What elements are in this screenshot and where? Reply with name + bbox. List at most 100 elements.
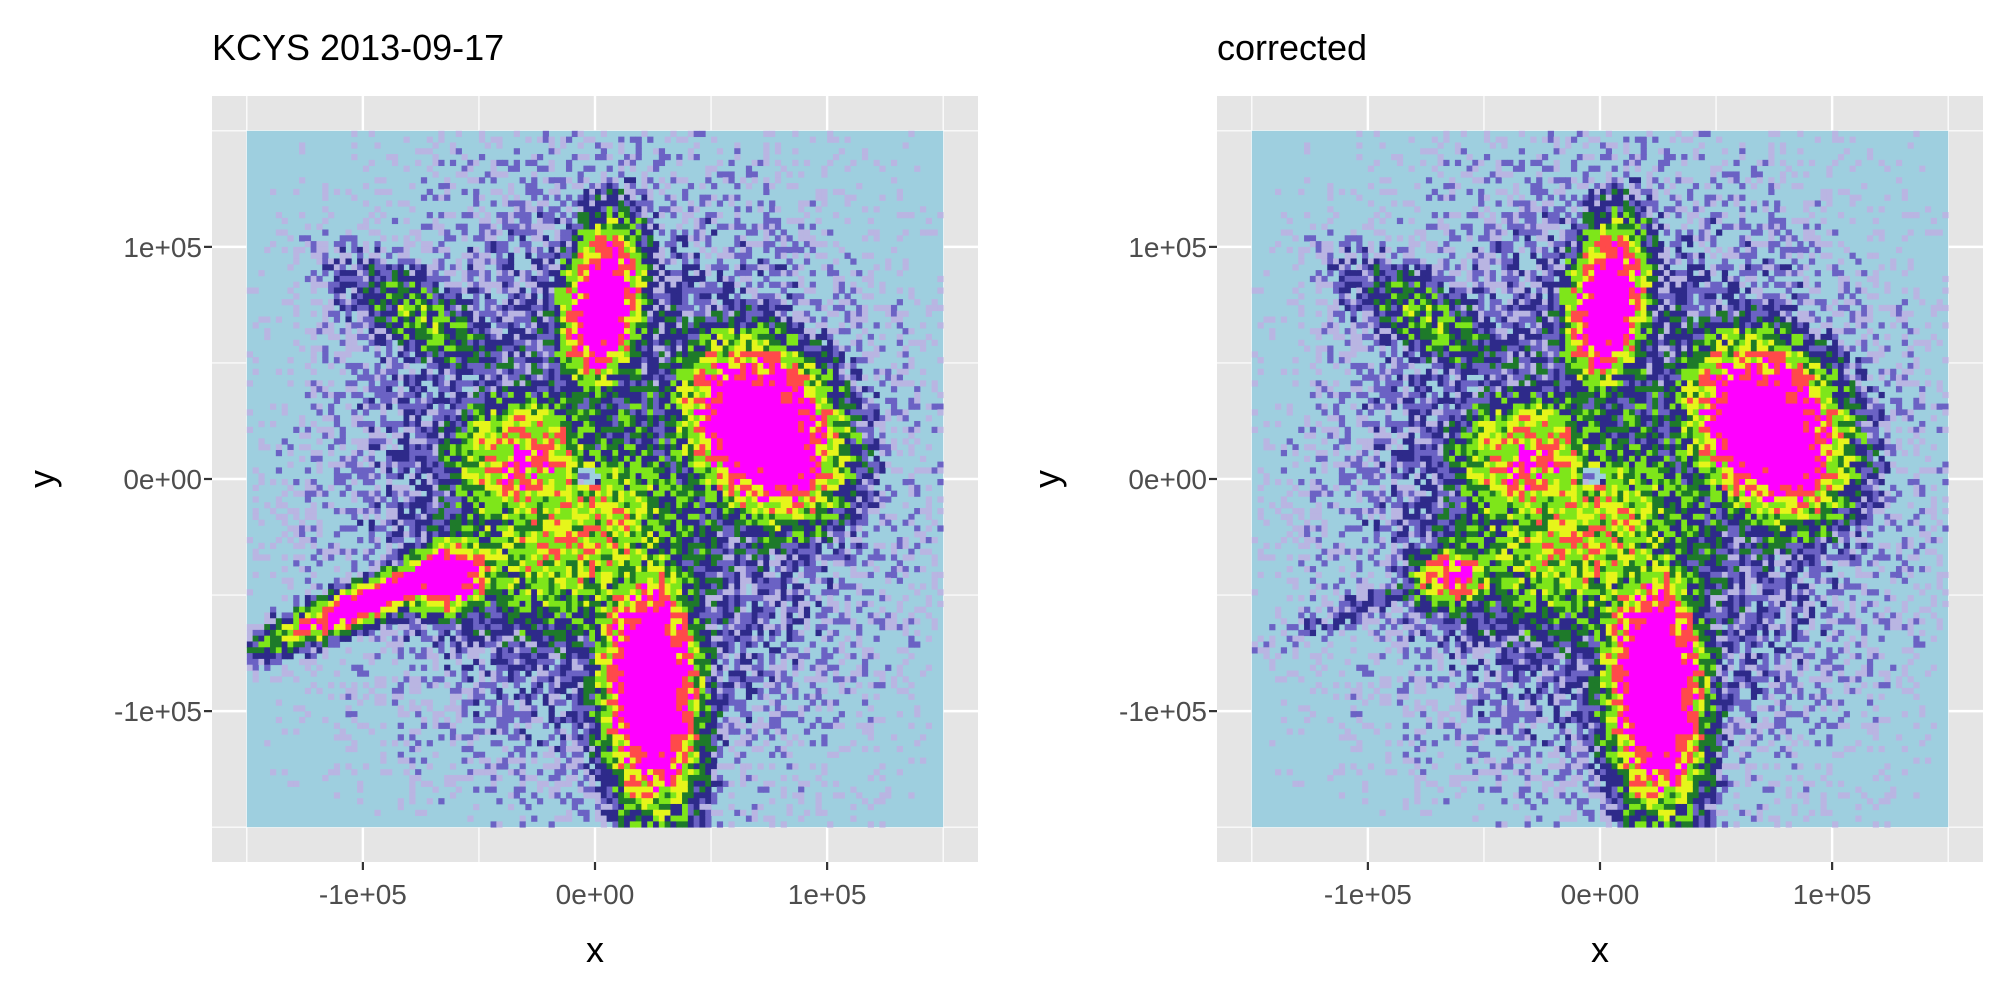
raster-cell (595, 763, 602, 770)
raster-cell (531, 391, 538, 399)
raster-cell (426, 595, 433, 602)
raster-cell (612, 693, 619, 700)
raster-cell (351, 508, 358, 515)
raster-cell (548, 293, 555, 300)
raster-cell (461, 409, 468, 416)
raster-cell (293, 246, 300, 254)
raster-cell (386, 391, 393, 399)
raster-cell (554, 722, 561, 729)
raster-cell (542, 583, 549, 590)
raster-cell (403, 484, 410, 491)
raster-cell (606, 420, 613, 428)
raster-cell (600, 513, 607, 521)
raster-cell (252, 658, 259, 666)
raster-cell (246, 658, 254, 666)
raster-cell (391, 362, 399, 370)
raster-cell (409, 508, 416, 515)
raster-cell (606, 212, 613, 219)
raster-cell (322, 629, 329, 637)
raster-cell (473, 188, 480, 196)
raster-cell (461, 212, 468, 219)
raster-cell (281, 595, 288, 602)
raster-cell (635, 154, 642, 161)
raster-cell (490, 281, 497, 288)
raster-cell (490, 316, 497, 323)
raster-cell (507, 676, 515, 683)
raster-cell (502, 362, 509, 370)
raster-cell (507, 711, 515, 718)
raster-cell (502, 653, 509, 660)
raster-cell (618, 293, 625, 300)
raster-cell (473, 287, 480, 294)
raster-cell (293, 304, 300, 312)
raster-cell (548, 687, 555, 695)
raster-cell (397, 566, 404, 573)
raster-cell (595, 687, 602, 695)
raster-cell (281, 647, 288, 654)
raster-cell (420, 420, 428, 428)
raster-cell (600, 293, 607, 300)
raster-cell (577, 745, 584, 753)
raster-cell (577, 542, 584, 550)
raster-cell (635, 461, 642, 468)
raster-cell (478, 606, 486, 613)
raster-cell (536, 670, 544, 677)
raster-cell (467, 461, 474, 468)
raster-cell (502, 508, 509, 515)
raster-cell (328, 618, 335, 625)
raster-cell (565, 374, 573, 381)
raster-cell (461, 670, 468, 677)
raster-cell (525, 612, 532, 619)
raster-cell (397, 293, 404, 300)
raster-cell (304, 484, 312, 491)
raster-cell (635, 328, 642, 335)
raster-cell (403, 449, 410, 457)
raster-cell (624, 734, 631, 741)
raster-cell (415, 339, 422, 346)
raster-cell (467, 409, 474, 416)
raster-cell (618, 589, 625, 596)
raster-cell (525, 345, 532, 352)
raster-cell (531, 287, 538, 294)
raster-cell (415, 769, 422, 776)
raster-cell (281, 624, 288, 631)
raster-cell (606, 519, 613, 526)
raster-cell (513, 531, 520, 538)
raster-cell (583, 165, 590, 172)
raster-cell (595, 815, 602, 822)
raster-cell (345, 461, 352, 468)
raster-cell (386, 571, 393, 579)
raster-cell (281, 513, 288, 521)
raster-cell (519, 595, 526, 602)
raster-cell (345, 235, 352, 242)
raster-cell (374, 560, 381, 567)
raster-cell (380, 333, 387, 341)
raster-cell (629, 745, 637, 753)
raster-cell (577, 281, 584, 288)
raster-cell (275, 624, 283, 631)
raster-cell (478, 519, 486, 526)
raster-cell (380, 519, 387, 526)
raster-cell (629, 577, 637, 584)
raster-cell (455, 542, 462, 550)
raster-cell (519, 293, 526, 300)
raster-cell (449, 502, 457, 509)
raster-cell (629, 606, 637, 613)
raster-cell (310, 299, 317, 306)
raster-cell (426, 322, 433, 329)
raster-cell (565, 252, 573, 259)
raster-cell (629, 264, 637, 271)
raster-cell (618, 223, 625, 230)
raster-cell (618, 670, 625, 677)
raster-cell (513, 513, 520, 521)
raster-cell (374, 537, 381, 544)
raster-cell (374, 809, 381, 816)
raster-cell (577, 403, 584, 410)
raster-cell (548, 821, 555, 828)
raster-cell (415, 345, 422, 352)
raster-cell (449, 183, 457, 190)
raster-cell (484, 542, 491, 550)
raster-cell (554, 322, 561, 329)
raster-cell (420, 148, 428, 155)
raster-cell (397, 270, 404, 277)
